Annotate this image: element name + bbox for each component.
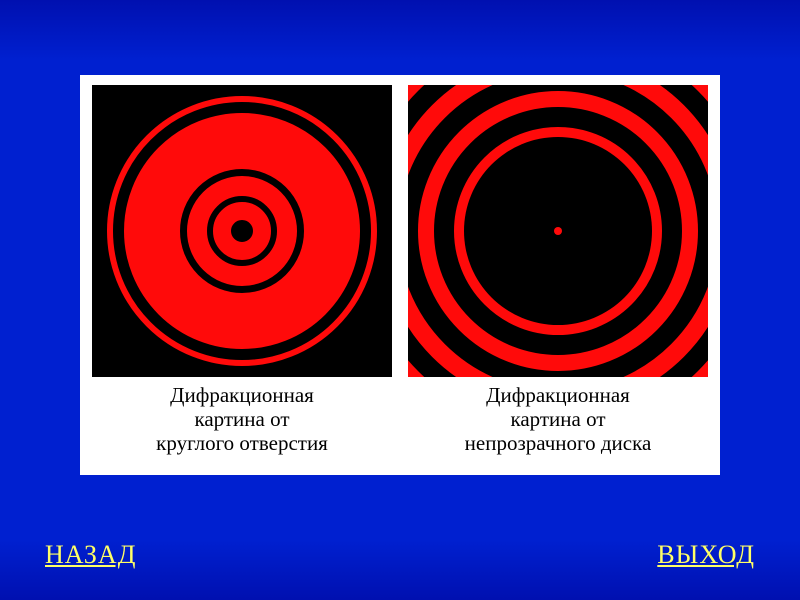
- figure-aperture: Дифракционная картина от круглого отверс…: [92, 85, 392, 455]
- exit-link[interactable]: ВЫХОД: [657, 540, 755, 570]
- diffraction-image-aperture: [92, 85, 392, 377]
- poisson-spot: [554, 227, 562, 235]
- content-panel: Дифракционная картина от круглого отверс…: [80, 75, 720, 475]
- diffraction-ring: [213, 202, 271, 260]
- caption-aperture: Дифракционная картина от круглого отверс…: [156, 383, 328, 455]
- figure-disk: Дифракционная картина от непрозрачного д…: [408, 85, 708, 455]
- diffraction-image-disk: [408, 85, 708, 377]
- caption-disk: Дифракционная картина от непрозрачного д…: [465, 383, 652, 455]
- back-link[interactable]: НАЗАД: [45, 540, 136, 570]
